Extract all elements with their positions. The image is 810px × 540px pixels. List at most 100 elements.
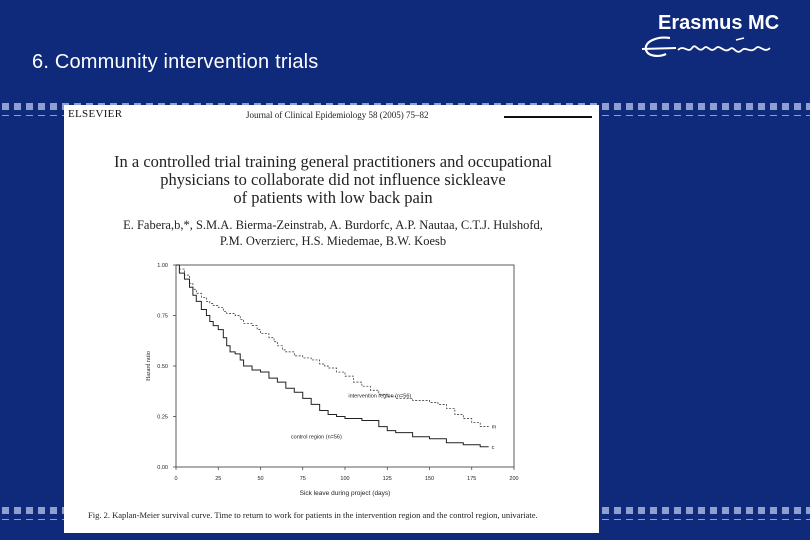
author-line: P.M. Overzierc, H.S. Miedemae, B.W. Koes… [219,234,447,248]
y-axis: 0.00 0.25 0.50 0.75 1.00 [157,263,176,471]
decorative-dot [686,115,693,116]
decorative-dot [638,519,645,520]
y-axis-label: Hazard ratio [146,351,152,381]
decorative-dot [614,115,621,116]
decorative-dot [710,507,717,514]
decorative-dot [38,507,45,514]
decorative-dot [26,115,33,116]
series-line-intervention [176,264,489,427]
article-title-line: of patients with low back pain [233,188,433,207]
y-tick-label: 0.75 [157,314,168,320]
decorative-dot [602,519,609,520]
decorative-dot [794,115,801,116]
decorative-dot [686,519,693,520]
decorative-dot [614,507,621,514]
decorative-dot [2,103,9,110]
decorative-dot [14,507,21,514]
decorative-dot [806,507,810,514]
kaplan-meier-chart: 0.00 0.25 0.50 0.75 1.00 0 25 50 75 100 125 150 175… [146,263,519,497]
decorative-dot [14,519,21,520]
decorative-dot [734,507,741,514]
decorative-dot [626,507,633,514]
decorative-dot [758,519,765,520]
x-tick-label: 200 [509,476,518,482]
decorative-dot [602,115,609,116]
decorative-dot [26,507,33,514]
paper-excerpt: ELSEVIER Journal of Clinical Epidemiolog… [64,105,599,533]
decorative-dot [662,507,669,514]
decorative-dot [770,115,777,116]
decorative-dot [26,519,33,520]
y-tick-label: 1.00 [157,263,168,269]
x-tick-label: 175 [467,476,476,482]
plot-frame [175,264,515,468]
decorative-dot [782,115,789,116]
decorative-dot [686,507,693,514]
decorative-dot [674,507,681,514]
erasmus-signature-icon [641,36,771,57]
decorative-dot [698,115,705,116]
decorative-dot [614,103,621,110]
decorative-dot [794,519,801,520]
figure-caption: Fig. 2. Kaplan-Meier survival curve. Tim… [88,510,538,520]
decorative-dot [662,519,669,520]
decorative-dot [746,115,753,116]
decorative-dot [2,519,9,520]
decorative-dot [794,103,801,110]
decorative-dot [806,115,810,116]
x-tick-label: 125 [383,476,392,482]
decorative-dot [758,115,765,116]
author-list: E. Fabera,b,*, S.M.A. Bierma-Zeinstrab, … [78,217,588,249]
decorative-dot [26,103,33,110]
article-title: In a controlled trial training general p… [78,153,588,207]
x-tick-label: 0 [174,476,177,482]
decorative-dot [638,103,645,110]
decorative-dot [602,103,609,110]
decorative-dot [722,103,729,110]
decorative-dot [794,507,801,514]
publisher-name: ELSEVIER [68,108,123,120]
decorative-dot [626,519,633,520]
decorative-dot [38,115,45,116]
journal-citation: Journal of Clinical Epidemiology 58 (200… [246,110,429,120]
series-line-control [176,264,489,448]
decorative-dot [38,519,45,520]
decorative-dot [662,115,669,116]
decorative-dot [686,103,693,110]
decorative-dot [2,115,9,116]
decorative-dot [770,507,777,514]
series-end-marker: c [492,445,495,451]
decorative-dot [710,115,717,116]
series-end-marker: m [492,425,497,431]
decorative-dot [38,103,45,110]
decorative-dot [698,519,705,520]
x-tick-label: 75 [300,476,306,482]
decorative-dot [650,507,657,514]
decorative-dot [674,115,681,116]
decorative-dot [50,507,57,514]
series-label: control region (n=56) [291,435,342,441]
decorative-dot [734,519,741,520]
decorative-dot [722,519,729,520]
x-tick-label: 150 [425,476,434,482]
decorative-dot [650,519,657,520]
decorative-dot [770,519,777,520]
series-layer: m intervention region (n=56) c control regi… [176,264,497,451]
decorative-dot [638,507,645,514]
decorative-dot [698,103,705,110]
decorative-dot [674,103,681,110]
article-title-line: physicians to collaborate did not influe… [160,170,506,189]
decorative-dot [806,519,810,520]
article-title-line: In a controlled trial training general p… [114,152,552,171]
decorative-dot [710,103,717,110]
decorative-dot [14,103,21,110]
author-line: E. Fabera,b,*, S.M.A. Bierma-Zeinstrab, … [123,218,543,232]
decorative-dot [662,103,669,110]
x-axis: 0 25 50 75 100 125 150 175 200 [174,467,519,482]
decorative-dot [782,103,789,110]
decorative-dot [722,115,729,116]
decorative-dot [746,507,753,514]
decorative-dot [758,507,765,514]
decorative-dot [722,507,729,514]
decorative-dot [698,507,705,514]
